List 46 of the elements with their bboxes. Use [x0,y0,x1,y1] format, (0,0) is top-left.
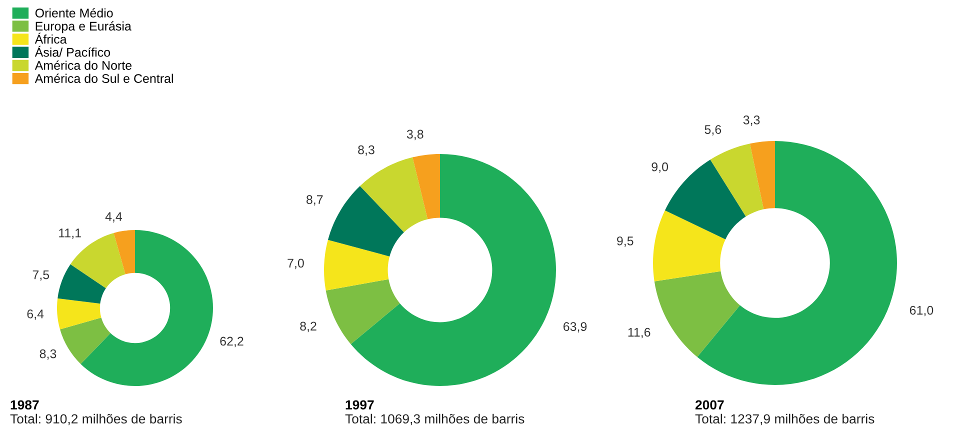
data-label: 3,8 [406,130,424,140]
data-label: 8,3 [358,145,374,156]
donut-slice [80,230,213,386]
donut-slice [750,141,775,210]
legend-label: Oriente Médio [35,8,113,18]
data-label: 8,7 [306,195,323,206]
text: 2007 [695,400,724,410]
donut-slice [350,154,556,386]
data-label: 8,2 [300,322,316,332]
donut-slice [697,141,897,385]
legend-label: Ásia/ Pacífico [34,46,110,57]
legend-label: América do Norte [34,60,132,70]
data-label: 11,6 [628,328,650,338]
data-label: 9,5 [617,236,634,247]
data-label: 8,3 [40,349,56,360]
legend-label: África [34,32,67,44]
text: Total: 1237,9 milhões de barris [695,414,874,426]
data-label: 11,1 [59,228,81,239]
donut-slice [654,271,740,358]
legend-label: América do Sul e Central [34,74,173,83]
data-label: 6,4 [27,310,44,320]
text: Total: 910,2 milhões de barris [10,414,182,426]
data-label: 5,6 [704,125,722,136]
donut-slice [710,144,764,216]
donut-slice [57,298,102,330]
donut-slice [324,240,390,290]
donut-slice [412,154,440,220]
data-label: 62,2 [220,336,244,348]
text: 1997 [346,400,374,410]
data-label: 7,5 [32,270,50,281]
legend-label: Europa e Eurásia [36,21,132,34]
text: 1987 [10,400,39,410]
data-label: 4,4 [105,212,122,222]
data-label: 3,3 [743,116,760,126]
data-label: 7,0 [288,258,304,270]
donut-slice [114,230,135,274]
donut-slice [360,157,428,232]
donut-slice [653,210,726,282]
donut-slice [60,318,111,364]
data-label: 63,9 [564,322,587,332]
text: Total: 1069,3 milhões de barris [345,414,524,426]
data-label: 61,0 [910,306,934,316]
donut-slice [58,264,106,304]
data-label: 9,0 [652,162,668,173]
donut-slice [328,186,404,256]
donut-slice [326,279,400,344]
